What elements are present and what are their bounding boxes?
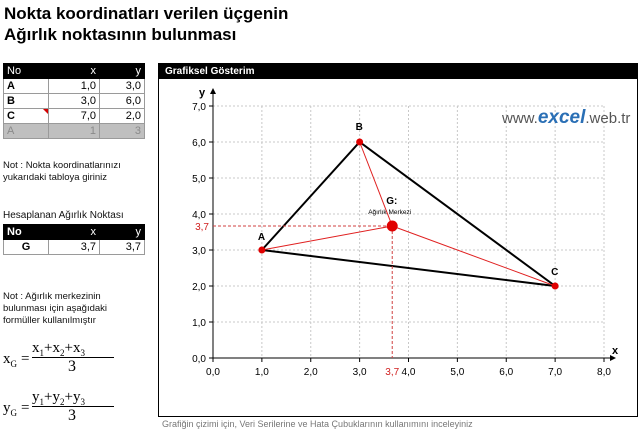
cell-closing-y: 3 [99,123,145,139]
formula-y-numerator: y1+y2+y3 [32,389,85,407]
page-title-line1: Nokta koordinatları verilen üçgenin [4,4,289,23]
vertex-label-c: C [551,267,558,278]
result-cell-y[interactable]: 3,7 [99,239,145,255]
y-tick-label: 1,0 [192,318,206,329]
triangle-outline [259,140,559,288]
y-axis-arrow-icon [210,88,216,94]
cell-c-y[interactable]: 2,0 [99,108,145,124]
table-header-row: No x y [3,63,145,79]
header-x: x [48,63,100,79]
comment-indicator-icon [43,109,48,114]
result-table: No x y G 3,7 3,7 [3,224,145,255]
formula-x-equals: = [21,351,30,367]
table-row: C 7,0 2,0 [3,108,145,124]
x-tick-label: 2,0 [304,367,318,378]
formula-x-numerator: x1+x2+x3 [32,340,85,358]
median-line [261,225,393,251]
cell-point-c-label: C [7,110,15,122]
x-tick-label: 5,0 [450,367,464,378]
watermark: www.excel.web.tr [501,107,630,128]
header-no: No [3,63,49,79]
vertex-point-a [258,246,266,254]
formula-note-line1: Not : Ağırlık merkezinin [3,291,101,302]
formula-x-lhs: xG [3,351,17,369]
x-axis-label: x [612,345,619,357]
centroid-x-readout: 3,7 [385,367,399,378]
result-header-row: No x y [3,224,145,240]
x-tick-label: 1,0 [255,367,269,378]
input-note-line2: yukarıdaki tabloya giriniz [3,172,108,183]
y-tick-label: 0,0 [192,354,206,365]
centroid-sublabel: Ağırlık Merkezi [368,209,411,216]
x-tick-label: 4,0 [402,367,416,378]
formula-y-fraction-bar [32,406,114,407]
centroid-point [386,220,398,232]
cell-point-b[interactable]: B [3,93,49,109]
formula-y-equals: = [21,400,30,416]
page-title: Nokta koordinatları verilen üçgenin Ağır… [4,3,288,45]
chart-panel-title: Grafiksel Gösterim [159,64,637,79]
formula-note-line3: formüller kullanılmıştır [3,315,96,326]
chart-tick-labels: 0,0 1,0 2,0 3,0 4,0 5,0 6,0 7,0 8,0 0,0 1,0 2,0 3,0 4… [192,102,611,378]
input-note-line1: Not : Nokta koordinatlarınızı [3,160,121,171]
result-cell-no[interactable]: G [3,239,49,255]
cell-closing-x: 1 [48,123,100,139]
chart-panel[interactable]: Grafiksel Gösterim x y 0,0 1,0 2,0 3,0 4,0 5,0… [158,63,638,417]
median-line [392,225,556,287]
formula-note: Not : Ağırlık merkezinin bulunması için … [3,291,107,327]
cell-a-y[interactable]: 3,0 [99,78,145,94]
y-tick-label: 3,0 [192,246,206,257]
y-tick-label: 4,0 [192,210,206,221]
cell-point-a[interactable]: A [3,78,49,94]
y-axis-label: y [199,87,206,99]
formula-x-fraction-bar [32,357,114,358]
cell-b-x[interactable]: 3,0 [48,93,100,109]
table-row: G 3,7 3,7 [3,239,145,255]
x-tick-label: 8,0 [597,367,611,378]
cell-point-c[interactable]: C [3,108,49,124]
vertex-label-b: B [356,122,363,133]
x-tick-label: 7,0 [548,367,562,378]
x-axis-arrow-icon [610,355,616,361]
centroid-y-readout: 3,7 [195,222,209,233]
formula-y-denominator: 3 [68,407,76,424]
input-note: Not : Nokta koordinatlarınızı yukarıdaki… [3,160,121,184]
footer-note: Grafiğin çizimi için, Veri Serilerine ve… [162,419,473,429]
vertex-label-a: A [258,232,265,243]
y-tick-label: 5,0 [192,174,206,185]
table-row: B 3,0 6,0 [3,93,145,109]
cell-closing-point: A [3,123,49,139]
formula-y-lhs: yG [3,400,17,418]
result-header-y: y [99,224,145,240]
centroid-label: G: [386,196,397,207]
table-row: A 1 3 [3,123,145,139]
x-tick-label: 6,0 [499,367,513,378]
page-title-line2: Ağırlık noktasının bulunması [4,25,237,44]
formula-note-line2: bulunması için aşağıdaki [3,303,108,314]
y-tick-label: 6,0 [192,138,206,149]
cell-c-x[interactable]: 7,0 [48,108,100,124]
vertex-point-b [356,138,364,146]
result-header-no: No [3,224,49,240]
result-caption: Hesaplanan Ağırlık Noktası [3,210,124,221]
header-y: y [99,63,145,79]
vertex-point-c [551,282,559,290]
result-header-x: x [48,224,100,240]
x-tick-label: 0,0 [206,367,220,378]
y-tick-label: 7,0 [192,102,206,113]
formula-x-denominator: 3 [68,358,76,375]
y-tick-label: 2,0 [192,282,206,293]
median-line [359,141,393,227]
x-tick-label: 3,0 [353,367,367,378]
result-cell-x[interactable]: 3,7 [48,239,100,255]
coordinates-table: No x y A 1,0 3,0 B 3,0 6,0 C 7,0 2,0 A 1… [3,63,145,139]
chart-canvas[interactable]: xy 0,0 1,0 2,0 3,0 4,0 5,0 6,0 7,0 8,00,01,02,03… [159,79,637,417]
table-row: A 1,0 3,0 [3,78,145,94]
chart-marks: 3,7 3,7 A B C G: Ağırlık Merkezi [195,122,559,378]
cell-b-y[interactable]: 6,0 [99,93,145,109]
cell-a-x[interactable]: 1,0 [48,78,100,94]
